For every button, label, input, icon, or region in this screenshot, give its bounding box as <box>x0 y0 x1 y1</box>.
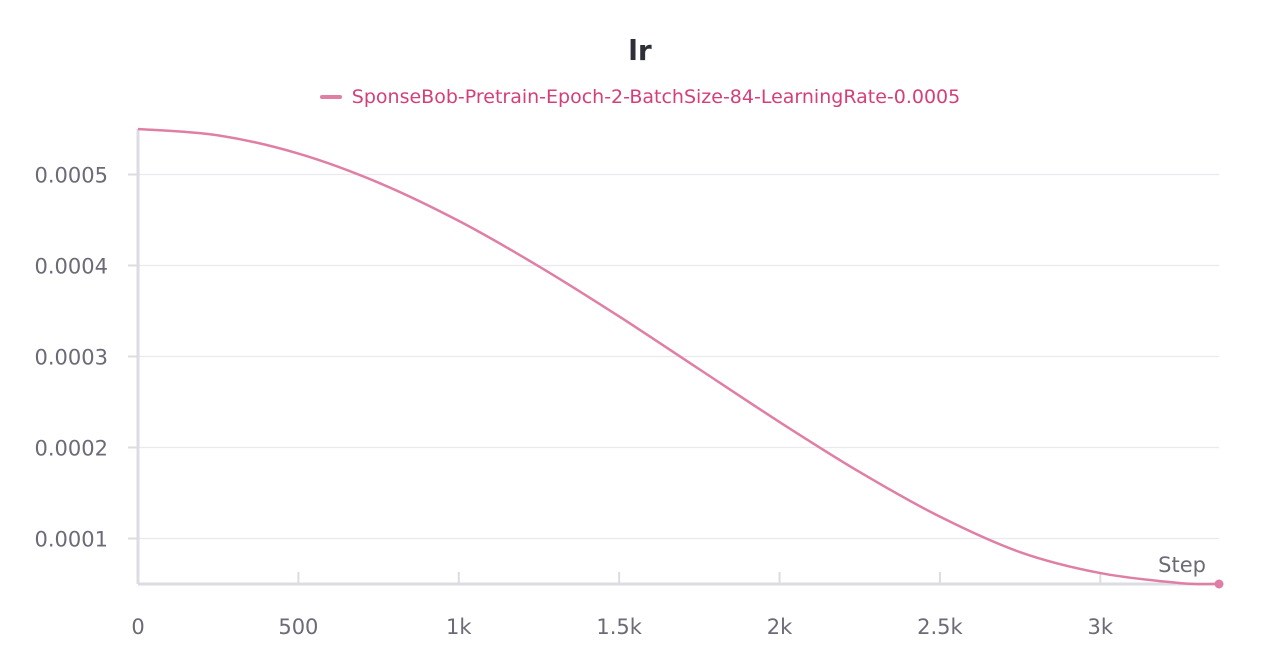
y-tick-label: 0.0001 <box>35 528 108 552</box>
series-end-point <box>1214 579 1224 589</box>
y-tick-label: 0.0005 <box>35 164 108 188</box>
x-tick-label: 3k <box>1088 615 1114 639</box>
series-line <box>137 127 1220 586</box>
x-tick-label: 500 <box>278 615 318 639</box>
y-axis-ticks: 0.0001 0.0002 0.0003 0.0004 0.0005 <box>35 164 138 552</box>
x-axis-ticks: 0 500 1k 1.5k 2k 2.5k 3k <box>131 572 1114 639</box>
x-tick-label: 2k <box>767 615 793 639</box>
x-tick-label: 1k <box>446 615 472 639</box>
y-tick-label: 0.0002 <box>35 437 108 461</box>
x-tick-label: 2.5k <box>917 615 963 639</box>
y-tick-label: 0.0004 <box>35 255 108 279</box>
chart-title: lr <box>628 34 652 67</box>
legend: SponseBob-Pretrain-Epoch-2-BatchSize-84-… <box>0 86 1280 108</box>
legend-swatch <box>319 95 342 99</box>
x-axis-label: Step <box>1158 553 1206 577</box>
x-tick-label: 1.5k <box>596 615 642 639</box>
legend-series-label[interactable]: SponseBob-Pretrain-Epoch-2-BatchSize-84-… <box>351 86 961 108</box>
x-tick-label: 0 <box>131 615 144 639</box>
y-tick-label: 0.0003 <box>35 346 108 370</box>
